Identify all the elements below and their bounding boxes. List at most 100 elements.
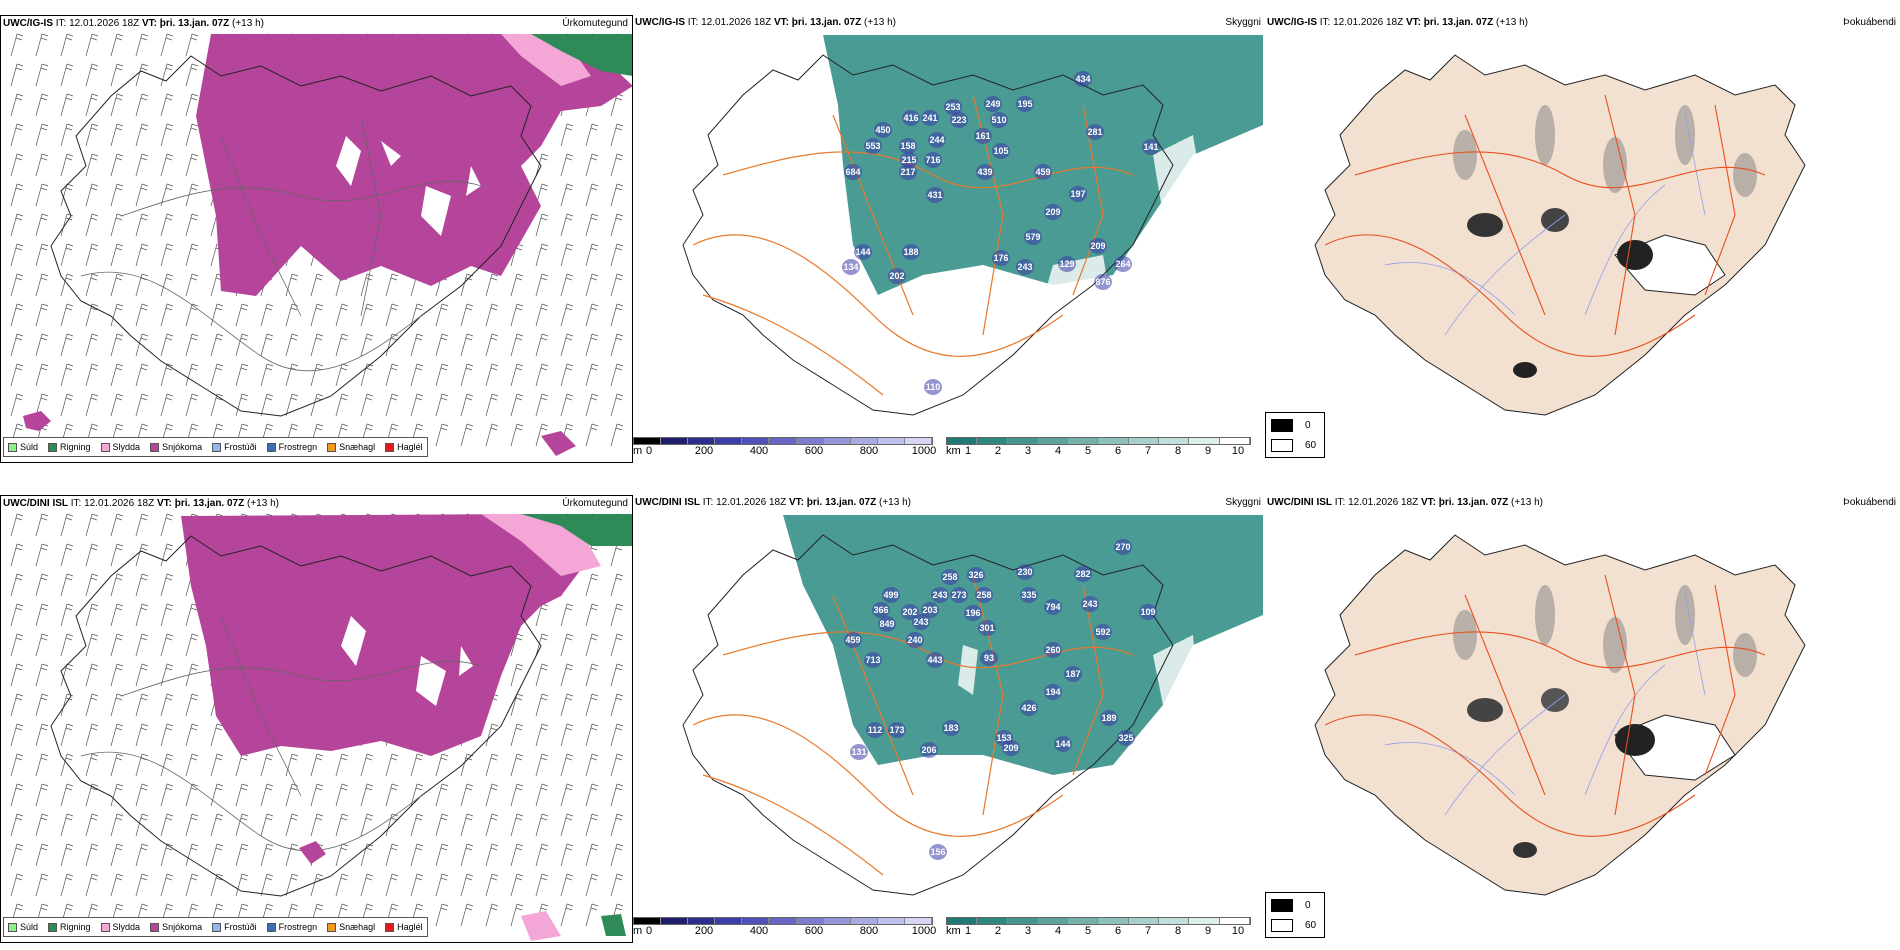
- ceiling-blob: [976, 164, 994, 180]
- wind-barb: [85, 723, 99, 747]
- wind-barb: [10, 93, 24, 117]
- wind-barb: [135, 753, 149, 777]
- ceiling-label: 253: [945, 102, 960, 112]
- ceiling-label: 281: [1087, 127, 1102, 137]
- wind-barb: [510, 363, 524, 387]
- wind-barb: [160, 333, 174, 357]
- ceiling-blob: [942, 720, 960, 736]
- wind-barb: [560, 813, 574, 837]
- ceiling-label: 301: [979, 623, 994, 633]
- wind-barb: [35, 603, 49, 627]
- wind-barb: [160, 753, 174, 777]
- legend-label: Súld: [20, 442, 39, 452]
- colorbar-segment: [688, 918, 716, 924]
- wind-barb: [110, 243, 124, 267]
- ceiling-label: 243: [1017, 262, 1032, 272]
- ceiling-label: 713: [865, 655, 880, 665]
- wind-barb: [10, 603, 24, 627]
- ceiling-colorbar: m 0 200 400 600 800 1000: [633, 437, 936, 461]
- legend-item: Snæhagl: [327, 442, 375, 452]
- legend-label: Rigning: [60, 442, 91, 452]
- wind-barb: [185, 723, 199, 747]
- legend-label: Frostregn: [278, 922, 318, 932]
- visibility-panel-row2: 270 258 326 230 282 499 243 273 258 335 243 366 202 2…: [633, 495, 1265, 943]
- clear-area: [1033, 135, 1203, 335]
- colorbar-segment: [715, 918, 743, 924]
- fog-map: [1314, 534, 1806, 896]
- roads-overlay: [1324, 94, 1766, 357]
- wind-barb: [385, 273, 399, 297]
- wind-barb: [285, 843, 299, 867]
- wind-barb: [110, 813, 124, 837]
- colorbar-segment: [661, 918, 689, 924]
- ceiling-blob: [1044, 599, 1062, 615]
- wind-barb: [135, 93, 149, 117]
- wind-barb: [10, 273, 24, 297]
- ceiling-blob: [888, 268, 906, 284]
- ceiling-label: 144: [1055, 739, 1070, 749]
- wind-barb: [435, 783, 449, 807]
- ceiling-label: 161: [975, 131, 990, 141]
- wind-barb: [110, 513, 124, 537]
- wind-barb: [385, 783, 399, 807]
- wind-barb: [585, 183, 599, 207]
- ceiling-label: 209: [1003, 743, 1018, 753]
- wind-barb: [410, 333, 424, 357]
- wind-barb: [135, 333, 149, 357]
- wind-barb: [85, 693, 99, 717]
- wind-barb: [610, 783, 624, 807]
- legend-item: Frostúði: [212, 442, 257, 452]
- wind-barb: [385, 363, 399, 387]
- wind-barb: [35, 213, 49, 237]
- precip-map: [10, 33, 632, 456]
- wind-barb: [85, 783, 99, 807]
- wind-barb: [35, 33, 49, 57]
- legend-item: Slydda: [100, 922, 140, 932]
- wind-barb: [485, 273, 499, 297]
- wind-barb: [460, 903, 474, 927]
- wind-barb: [135, 573, 149, 597]
- ceiling-label: 217: [900, 167, 915, 177]
- wind-barb: [135, 873, 149, 897]
- snow-area: [181, 514, 591, 756]
- wind-barb: [85, 513, 99, 537]
- colorbar-tick: 600: [804, 925, 824, 937]
- precip-header: UWC/DINI ISL IT: 12.01.2026 18Z VT: þri.…: [3, 498, 279, 509]
- legend-swatch: [100, 922, 110, 932]
- wind-barb: [110, 843, 124, 867]
- ceiling-label: 240: [907, 635, 922, 645]
- wind-barb: [10, 543, 24, 567]
- ceiling-blob: [866, 722, 884, 738]
- ceiling-label: 282: [1075, 569, 1090, 579]
- wind-barb: [160, 183, 174, 207]
- ceiling-label: 443: [927, 655, 942, 665]
- wind-barb: [560, 273, 574, 297]
- visibility-title: Skyggni: [1225, 497, 1261, 508]
- wind-barb: [585, 303, 599, 327]
- wind-barb: [160, 723, 174, 747]
- wind-barb: [560, 363, 574, 387]
- iceland-land: [1314, 54, 1806, 416]
- ceiling-blob: [1058, 256, 1076, 272]
- wind-barb: [60, 213, 74, 237]
- wind-barb: [260, 393, 274, 417]
- wind-barb: [335, 393, 349, 417]
- colorbar-segment: [742, 438, 770, 444]
- wind-barb: [60, 333, 74, 357]
- wind-barb: [310, 273, 324, 297]
- wind-barb: [110, 783, 124, 807]
- wind-barb: [485, 333, 499, 357]
- wind-barb: [160, 573, 174, 597]
- wind-barb: [335, 783, 349, 807]
- wind-barb: [410, 753, 424, 777]
- wind-barb: [185, 273, 199, 297]
- ceiling-blob: [906, 632, 924, 648]
- ceiling-label: 244: [929, 135, 944, 145]
- ceiling-blob: [912, 614, 930, 630]
- colorbar-segment: [769, 438, 797, 444]
- wind-barb: [510, 843, 524, 867]
- ceiling-label: 183: [943, 723, 958, 733]
- wind-barb: [435, 873, 449, 897]
- wind-barb: [335, 303, 349, 327]
- ceiling-label: 105: [993, 146, 1008, 156]
